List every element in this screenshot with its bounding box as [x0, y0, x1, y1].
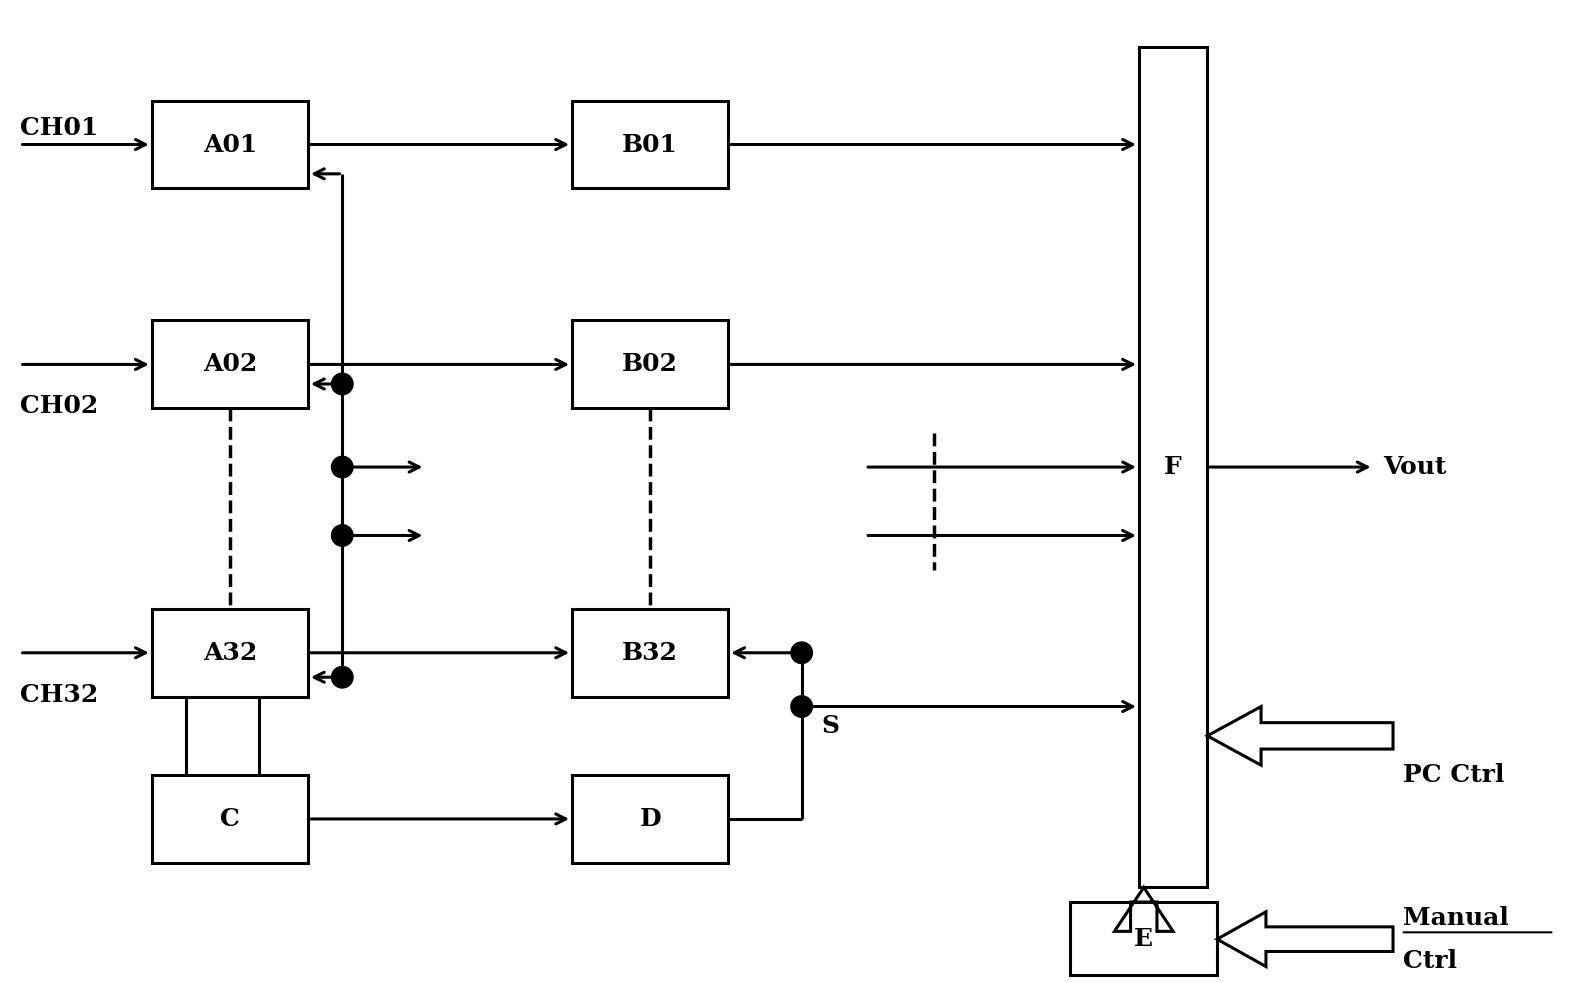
Circle shape — [332, 456, 353, 478]
Bar — [151, 608, 309, 697]
Text: S: S — [822, 714, 839, 738]
Text: D: D — [639, 807, 661, 831]
Bar — [571, 608, 729, 697]
Bar — [571, 100, 729, 189]
Text: A32: A32 — [203, 641, 257, 665]
Polygon shape — [1217, 912, 1393, 966]
Bar — [151, 775, 309, 863]
Text: Vout: Vout — [1384, 455, 1447, 479]
Text: CH01: CH01 — [20, 116, 98, 140]
Text: PC Ctrl: PC Ctrl — [1402, 763, 1505, 787]
Bar — [151, 320, 309, 408]
Circle shape — [332, 374, 353, 395]
Circle shape — [332, 525, 353, 547]
Text: C: C — [220, 807, 239, 831]
Circle shape — [332, 666, 353, 688]
Text: B02: B02 — [622, 353, 678, 376]
Text: A02: A02 — [203, 353, 257, 376]
Text: Ctrl: Ctrl — [1402, 949, 1458, 972]
Bar — [1070, 902, 1217, 975]
Text: CH32: CH32 — [20, 682, 98, 707]
Circle shape — [790, 642, 812, 664]
Text: B32: B32 — [622, 641, 678, 665]
Text: E: E — [1135, 927, 1154, 951]
Text: B01: B01 — [622, 133, 678, 156]
Circle shape — [790, 696, 812, 718]
Bar — [151, 100, 309, 189]
Bar — [1140, 47, 1207, 888]
Bar — [571, 320, 729, 408]
Text: Manual: Manual — [1402, 905, 1508, 930]
Polygon shape — [1207, 707, 1393, 765]
Polygon shape — [1114, 888, 1173, 931]
Text: CH02: CH02 — [20, 394, 98, 418]
Bar — [571, 775, 729, 863]
Text: A01: A01 — [203, 133, 257, 156]
Text: F: F — [1165, 455, 1182, 479]
